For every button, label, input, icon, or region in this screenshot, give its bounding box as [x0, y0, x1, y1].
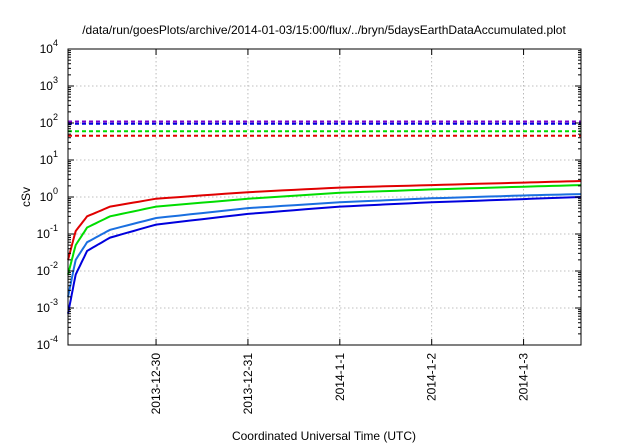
chart-title: /data/run/goesPlots/archive/2014-01-03/1…: [82, 23, 566, 37]
y-tick-label: 10-2: [37, 260, 58, 278]
series-group: [67, 120, 582, 314]
series-line-4: [67, 196, 582, 314]
y-tick-label: 103: [40, 75, 58, 93]
y-tick-label: 101: [40, 149, 58, 167]
x-tick-label: 2014-1-3: [517, 353, 531, 401]
y-tick-label: 102: [40, 112, 58, 130]
x-axis-label: Coordinated Universal Time (UTC): [232, 429, 416, 443]
x-tick-label: 2014-1-1: [333, 353, 347, 401]
series-line-1: [67, 180, 582, 261]
y-tick-label: 10-1: [37, 223, 58, 241]
y-axis-label: cSv: [19, 187, 33, 207]
y-tick-label: 10-3: [37, 297, 58, 315]
series-line-2: [67, 184, 582, 275]
x-axis: 2013-12-30 2013-12-31 2014-1-1 2014-1-2 2014…: [149, 49, 531, 414]
x-tick-label: 2013-12-31: [241, 353, 255, 415]
y-tick-label: 100: [40, 186, 58, 204]
y-tick-label: 104: [40, 38, 58, 56]
y-tick-label: 10-4: [37, 334, 58, 352]
series-line-3: [67, 193, 582, 298]
grid: [68, 49, 581, 345]
x-tick-label: 2014-1-2: [425, 353, 439, 401]
x-tick-label: 2013-12-30: [149, 353, 163, 415]
